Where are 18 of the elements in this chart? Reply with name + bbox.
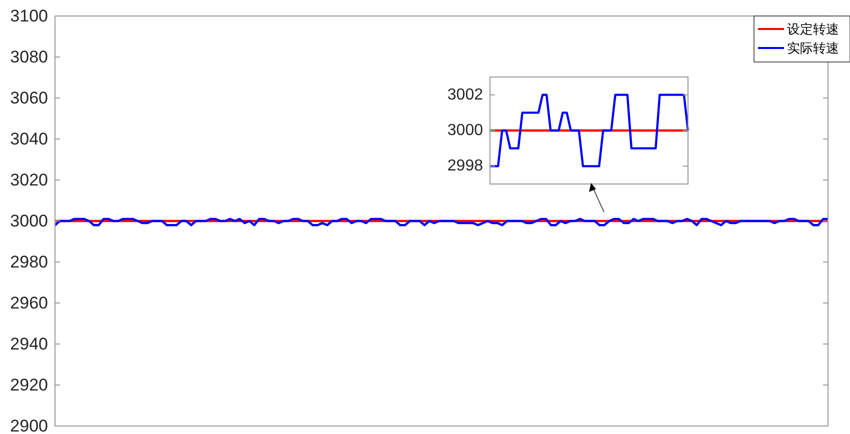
y-tick-label: 3000 [10, 212, 48, 230]
y-tick-label: 2940 [10, 334, 48, 354]
legend-label: 实际转速 [787, 40, 839, 56]
y-tick-label: 3000 [447, 122, 484, 139]
y-tick-label: 2998 [447, 158, 484, 175]
y-tick-label: 2900 [10, 416, 48, 434]
y-tick-label: 3002 [447, 86, 484, 104]
y-tick-label: 2960 [10, 294, 48, 312]
y-tick-label: 3060 [10, 88, 48, 108]
y-tick-label: 3040 [10, 130, 48, 148]
legend-label: 设定转速 [787, 22, 839, 36]
y-tick-label: 3080 [10, 48, 48, 66]
y-tick-label: 3020 [10, 170, 48, 190]
line-series [488, 94, 690, 168]
y-tick-label: 2980 [10, 252, 48, 272]
y-tick-label: 2920 [10, 376, 48, 394]
y-tick-label: 3100 [10, 6, 48, 26]
line-series [54, 218, 830, 226]
